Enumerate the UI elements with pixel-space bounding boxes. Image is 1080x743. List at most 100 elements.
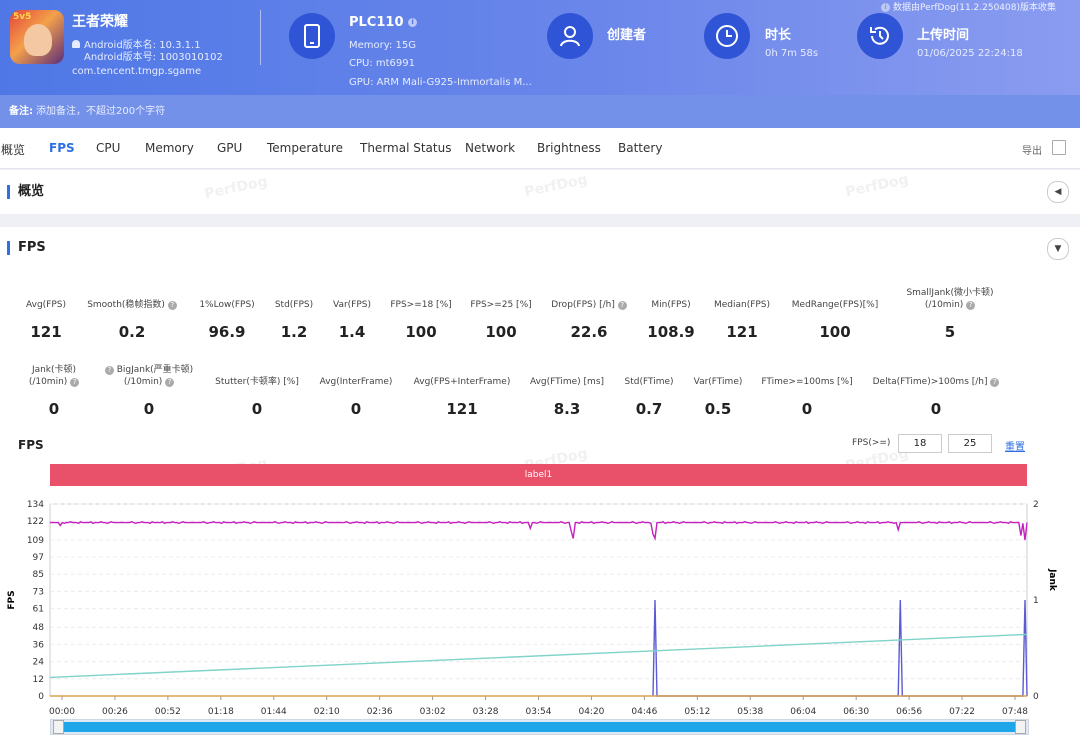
help-icon[interactable]: ? <box>104 366 114 375</box>
tab-temperature[interactable]: Temperature <box>267 141 344 155</box>
plot-area <box>49 503 1028 697</box>
tab-fps[interactable]: FPS <box>49 141 75 155</box>
x-tick-label: 03:54 <box>526 707 552 717</box>
tab-overview[interactable]: 概览 <box>1 143 26 157</box>
metric-avg-interframe: Avg(InterFrame) 0 <box>319 377 393 418</box>
report-header: 5v5 王者荣耀 Android版本名: 10.3.1.1 Android版本号… <box>0 0 1080 95</box>
x-tick-label: 03:02 <box>420 707 446 717</box>
x-tick-label: 05:12 <box>684 707 710 717</box>
chart-title: FPS <box>18 438 44 452</box>
series-line-1 <box>652 599 1028 697</box>
x-tick-label: 06:56 <box>896 707 922 717</box>
app-build: Android版本号: 1003010102 <box>84 52 223 63</box>
chevron-down-icon[interactable]: ▼ <box>1047 238 1069 260</box>
tab-cpu[interactable]: CPU <box>96 141 121 155</box>
header-divider <box>260 10 261 65</box>
help-icon[interactable]: ? <box>990 378 1000 387</box>
fps-section-title: FPS <box>7 241 46 255</box>
y-tick-label: 122 <box>27 517 44 527</box>
help-icon[interactable]: ? <box>966 301 976 310</box>
tab-brightness[interactable]: Brightness <box>537 141 601 155</box>
export-button[interactable]: 导出 <box>1022 146 1042 157</box>
scrollbar-handle-right[interactable] <box>1015 720 1026 734</box>
note-input[interactable]: 添加备注，不超过200个字符 <box>36 106 166 117</box>
device-gpu: GPU: ARM Mali-G925-Immortalis M... <box>349 77 532 88</box>
metric-ftime-ge-100: FTime>=100ms [%] 0 <box>761 377 853 418</box>
scrollbar-range[interactable] <box>55 722 1024 732</box>
x-tick-label: 04:20 <box>578 707 604 717</box>
app-icon: 5v5 <box>10 10 64 64</box>
x-tick-label: 04:46 <box>631 707 657 717</box>
note-bar[interactable]: 备注: 添加备注，不超过200个字符 <box>0 95 1080 128</box>
help-icon[interactable]: ? <box>70 378 80 387</box>
x-tick-label: 07:22 <box>949 707 975 717</box>
fps-threshold-high-input[interactable]: 25 <box>948 434 992 453</box>
app-icon-badge: 5v5 <box>13 12 32 22</box>
metric-avg-ftime: Avg(FTime) [ms] 8.3 <box>529 377 605 418</box>
info-icon[interactable]: i <box>408 18 418 27</box>
help-icon[interactable]: ? <box>167 301 177 310</box>
watermark: PerfDog <box>203 173 269 203</box>
y-tick-label: 61 <box>33 605 44 615</box>
android-icon <box>72 40 80 48</box>
upload-label: 上传时间 <box>917 28 970 43</box>
x-tick-label: 02:36 <box>367 707 393 717</box>
tab-network[interactable]: Network <box>465 141 516 155</box>
help-icon[interactable]: ? <box>617 301 627 310</box>
info-icon: i <box>881 3 891 12</box>
fps-threshold-low-input[interactable]: 18 <box>898 434 942 453</box>
duration-value: 0h 7m 58s <box>765 48 819 59</box>
metric-avg-fps-interframe: Avg(FPS+InterFrame) 121 <box>413 377 511 418</box>
reset-button[interactable]: 重置 <box>1005 442 1025 453</box>
x-tick-label: 00:26 <box>102 707 128 717</box>
tab-bar: 概览 FPS CPU Memory GPU Temperature Therma… <box>0 128 1080 169</box>
x-tick-label: 07:48 <box>1002 707 1028 717</box>
metric-stutter: Stutter(卡顿率) [%] 0 <box>215 377 299 418</box>
y-tick-label: 134 <box>27 500 44 510</box>
metric-bigjank: ? BigJank(严重卡顿) (/10min) ? 0 <box>89 364 209 418</box>
tab-memory[interactable]: Memory <box>145 141 194 155</box>
y2-tick-label: 2 <box>1033 500 1039 510</box>
y-axis-label: FPS <box>7 590 17 609</box>
y-tick-label: 24 <box>33 658 45 668</box>
metric-median-fps: Median(FPS) 121 <box>713 300 771 341</box>
x-tick-label: 00:52 <box>155 707 181 717</box>
creator-label: 创建者 <box>607 28 647 43</box>
note-label: 备注: <box>9 106 33 117</box>
device-icon <box>289 13 335 59</box>
metric-jank: Jank(卡顿) (/10min) ? 0 <box>4 364 104 418</box>
tab-battery[interactable]: Battery <box>618 141 663 155</box>
label-bar[interactable]: label1 <box>50 464 1027 486</box>
collapse-left-icon[interactable]: ◀ <box>1047 181 1069 203</box>
scrollbar-handle-left[interactable] <box>53 720 64 734</box>
y-tick-label: 109 <box>27 536 44 546</box>
metric-drop-fps: Drop(FPS) [/h] ? 22.6 <box>539 299 639 341</box>
export-icon[interactable] <box>1052 140 1066 155</box>
tab-gpu[interactable]: GPU <box>217 141 243 155</box>
x-tick-label: 01:18 <box>208 707 234 717</box>
device-cpu: CPU: mt6991 <box>349 58 415 69</box>
duration-label: 时长 <box>765 28 792 43</box>
package-name: com.tencent.tmgp.sgame <box>72 66 202 77</box>
y2-axis-label: Jank <box>1047 568 1057 592</box>
y-tick-label: 85 <box>33 570 44 580</box>
timeline-scrollbar[interactable] <box>50 719 1029 735</box>
y-tick-label: 73 <box>33 587 44 597</box>
help-icon[interactable]: ? <box>165 378 175 387</box>
x-tick-label: 03:28 <box>473 707 499 717</box>
metric-smooth: Smooth(稳帧指数) ? 0.2 <box>82 299 182 341</box>
app-version: Android版本名: 10.3.1.1 <box>72 36 201 51</box>
tab-thermal-status[interactable]: Thermal Status <box>360 141 452 155</box>
watermark: PerfDog <box>844 171 910 201</box>
metric-std-ftime: Std(FTime) 0.7 <box>624 377 674 418</box>
watermark: PerfDog <box>523 171 589 201</box>
y-tick-label: 0 <box>38 692 44 702</box>
x-tick-label: 01:44 <box>261 707 287 717</box>
history-icon <box>857 13 903 59</box>
upload-value: 01/06/2025 22:24:18 <box>917 48 1023 59</box>
metric-var-fps: Var(FPS) 1.4 <box>332 300 371 341</box>
y2-tick-label: 0 <box>1033 692 1039 702</box>
metric-var-ftime: Var(FTime) 0.5 <box>693 377 743 418</box>
app-name: 王者荣耀 <box>72 14 128 30</box>
